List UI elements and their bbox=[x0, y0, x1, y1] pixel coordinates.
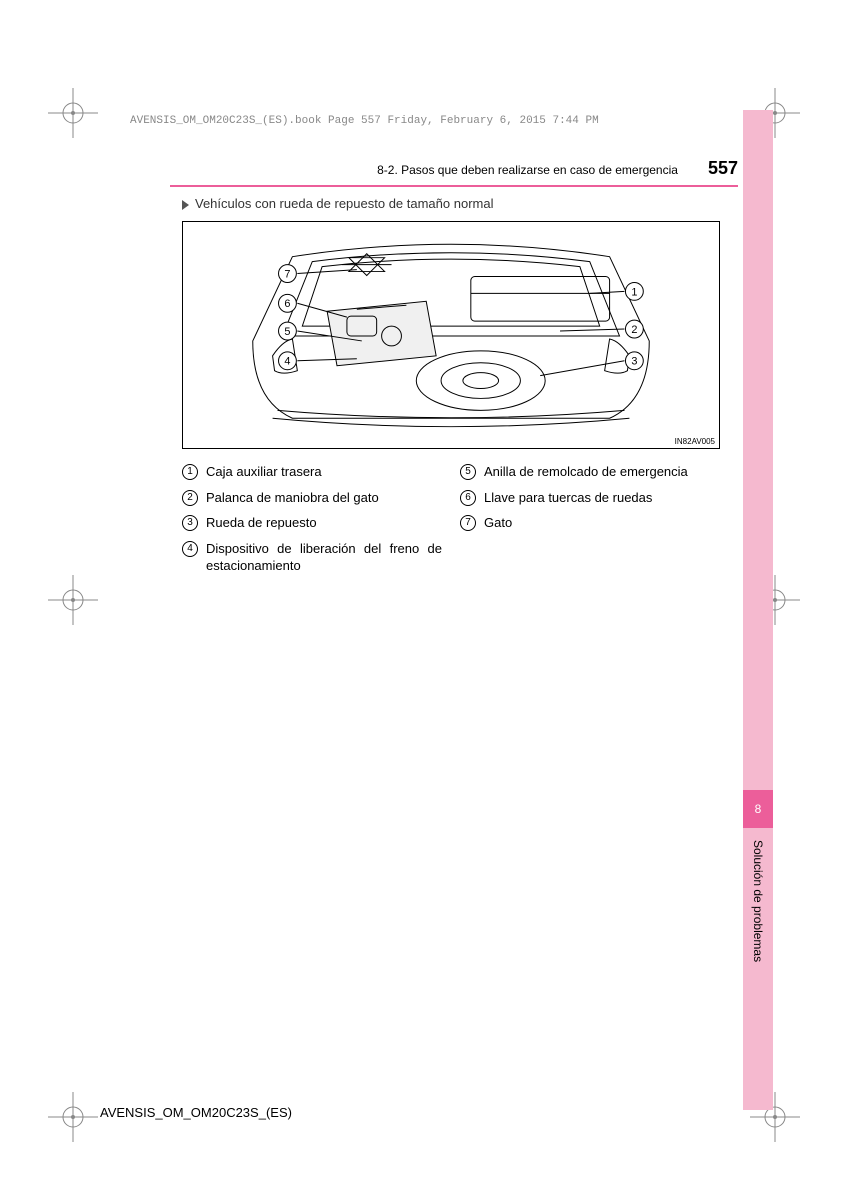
legend-num: 6 bbox=[460, 490, 476, 506]
legend-item: 5 Anilla de remolcado de emergencia bbox=[460, 463, 720, 481]
legend-text: Rueda de repuesto bbox=[206, 514, 317, 532]
legend-col-right: 5 Anilla de remolcado de emergencia 6 Llav… bbox=[460, 463, 720, 583]
subheading: Vehículos con rueda de repuesto de tamañ… bbox=[182, 196, 720, 211]
legend-item: 1 Caja auxiliar trasera bbox=[182, 463, 442, 481]
image-code: IN82AV005 bbox=[675, 437, 715, 446]
legend-num: 4 bbox=[182, 541, 198, 557]
legend-text: Dispositivo de liberación del freno de e… bbox=[206, 540, 442, 575]
legend: 1 Caja auxiliar trasera 2 Palanca de manio… bbox=[182, 463, 720, 583]
callout-7: 7 bbox=[284, 269, 290, 281]
triangle-icon bbox=[182, 200, 189, 210]
content-area: Vehículos con rueda de repuesto de tamañ… bbox=[182, 196, 720, 583]
callout-1: 1 bbox=[631, 286, 637, 298]
legend-text: Anilla de remolcado de emergencia bbox=[484, 463, 688, 481]
legend-col-left: 1 Caja auxiliar trasera 2 Palanca de manio… bbox=[182, 463, 442, 583]
diagram: 7 6 5 4 1 2 3 IN82AV005 bbox=[182, 221, 720, 449]
footer-text: AVENSIS_OM_OM20C23S_(ES) bbox=[100, 1105, 292, 1120]
legend-item: 6 Llave para tuercas de ruedas bbox=[460, 489, 720, 507]
callout-2: 2 bbox=[631, 324, 637, 336]
callout-5: 5 bbox=[284, 326, 290, 338]
legend-num: 7 bbox=[460, 515, 476, 531]
legend-num: 3 bbox=[182, 515, 198, 531]
chapter-tab: 8 bbox=[743, 790, 773, 828]
legend-num: 1 bbox=[182, 464, 198, 480]
legend-text: Gato bbox=[484, 514, 512, 532]
crop-mark-icon bbox=[48, 88, 98, 138]
book-meta-text: AVENSIS_OM_OM20C23S_(ES).book Page 557 F… bbox=[130, 115, 599, 127]
legend-num: 5 bbox=[460, 464, 476, 480]
legend-item: 2 Palanca de maniobra del gato bbox=[182, 489, 442, 507]
crop-mark-icon bbox=[48, 575, 98, 625]
legend-item: 4 Dispositivo de liberación del freno de … bbox=[182, 540, 442, 575]
chapter-label: Solución de problemas bbox=[743, 840, 773, 1040]
section-title: 8-2. Pasos que deben realizarse en caso … bbox=[377, 163, 678, 177]
legend-text: Caja auxiliar trasera bbox=[206, 463, 322, 481]
callout-4: 4 bbox=[284, 356, 290, 368]
legend-text: Palanca de maniobra del gato bbox=[206, 489, 379, 507]
page-header: 8-2. Pasos que deben realizarse en caso … bbox=[170, 158, 738, 187]
chapter-label-text: Solución de problemas bbox=[751, 840, 765, 962]
callout-3: 3 bbox=[631, 356, 637, 368]
subheading-text: Vehículos con rueda de repuesto de tamañ… bbox=[195, 196, 493, 211]
legend-text: Llave para tuercas de ruedas bbox=[484, 489, 652, 507]
legend-num: 2 bbox=[182, 490, 198, 506]
page-number: 557 bbox=[708, 158, 738, 179]
crop-mark-icon bbox=[48, 1092, 98, 1142]
callout-6: 6 bbox=[284, 298, 290, 310]
header-rule bbox=[170, 185, 738, 187]
legend-item: 7 Gato bbox=[460, 514, 720, 532]
legend-item: 3 Rueda de repuesto bbox=[182, 514, 442, 532]
